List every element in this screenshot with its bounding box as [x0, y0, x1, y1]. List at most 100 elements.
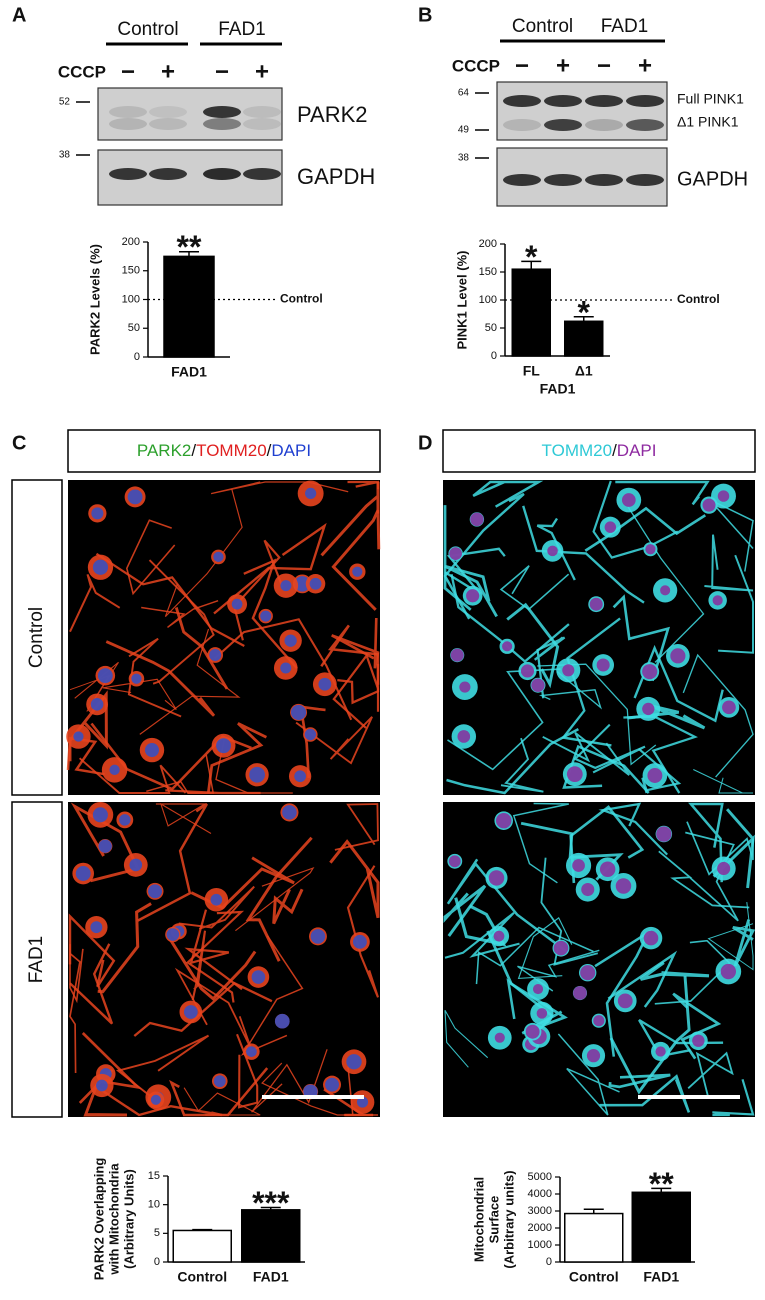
nucleus	[459, 681, 471, 693]
row-label-box	[11, 801, 63, 1118]
neurite	[165, 789, 261, 795]
nucleus	[92, 807, 108, 823]
nucleus	[210, 893, 223, 906]
band	[149, 168, 187, 180]
neurite	[243, 558, 298, 669]
nucleus	[547, 545, 558, 557]
nucleus	[280, 662, 292, 674]
nucleus	[488, 870, 505, 886]
panel-letter: B	[418, 4, 432, 26]
neurite	[688, 802, 724, 883]
neurite	[245, 836, 313, 962]
neurite	[607, 950, 678, 1008]
y-tick-label: 200	[479, 238, 497, 250]
nucleus	[280, 580, 292, 592]
neurite	[444, 564, 498, 618]
group-label: Control	[117, 19, 178, 40]
x-axis-label: FAD1	[540, 381, 576, 397]
y-tick-label: 150	[122, 265, 140, 277]
nucleus	[670, 648, 686, 664]
micrograph-header	[442, 429, 756, 473]
nucleus	[494, 1032, 505, 1043]
neurite	[83, 1082, 128, 1117]
neurite	[95, 552, 245, 647]
panel-letter: D	[418, 432, 432, 454]
neurite	[685, 831, 739, 922]
nucleus	[318, 677, 332, 691]
header-part: /	[267, 441, 272, 460]
bar	[564, 320, 604, 357]
micrograph-header	[67, 429, 381, 473]
band	[585, 119, 623, 131]
treatment: −	[515, 52, 529, 79]
x-tick-label: FL	[523, 363, 541, 379]
nucleus	[593, 1015, 605, 1027]
y-tick-label: 3000	[528, 1205, 552, 1217]
neurite	[562, 744, 650, 794]
y-tick-label: 50	[485, 322, 497, 334]
row-label-box	[11, 479, 63, 796]
y-tick-label: 0	[154, 1256, 160, 1268]
nucleus	[127, 489, 143, 505]
y-tick-label: 100	[122, 293, 140, 305]
neurite	[146, 754, 215, 794]
neurite	[213, 522, 327, 615]
y-tick-label: 200	[122, 236, 140, 248]
neurite	[475, 926, 594, 985]
header-part: /	[612, 441, 617, 460]
nucleus	[325, 1077, 339, 1092]
nucleus	[596, 658, 610, 672]
neurite	[592, 480, 679, 559]
header-text: PARK2/TOMM20/DAPI	[137, 441, 311, 460]
neurite	[443, 492, 525, 620]
row-label: Control	[26, 607, 47, 668]
x-tick-label: FAD1	[253, 1269, 289, 1285]
nucleus	[274, 1013, 290, 1029]
y-tick-label: 4000	[528, 1188, 552, 1200]
neurite	[320, 482, 380, 557]
neurite	[540, 857, 599, 966]
neurite	[69, 952, 81, 1074]
band-label: GAPDH	[677, 168, 748, 190]
marker-size: 52	[59, 97, 71, 108]
y-axis-label: (Arbitrary Units)	[121, 1169, 136, 1269]
neurite	[639, 961, 710, 981]
neurite	[347, 480, 380, 490]
nucleus	[90, 698, 104, 711]
band	[109, 168, 147, 180]
nucleus	[97, 668, 113, 684]
nucleus	[148, 884, 163, 899]
band	[203, 168, 241, 180]
y-axis-label: (Arbitrary units)	[501, 1170, 516, 1268]
nucleus	[572, 859, 585, 872]
nucleus	[495, 812, 512, 829]
neurite	[295, 716, 373, 765]
nucleus	[470, 512, 484, 527]
band	[243, 106, 281, 118]
nucleus	[216, 738, 231, 754]
neurite	[446, 727, 580, 795]
band	[626, 95, 664, 107]
neurite	[506, 602, 560, 689]
nucleus	[131, 673, 142, 684]
significance: **	[649, 1166, 674, 1202]
y-axis-label: PARK2 Levels (%)	[87, 244, 102, 355]
neurite	[443, 884, 487, 937]
neurite	[609, 975, 691, 1095]
band	[503, 119, 541, 131]
bar	[241, 1209, 301, 1263]
neurite	[235, 867, 315, 932]
nucleus	[356, 1096, 369, 1108]
band	[203, 118, 241, 130]
y-tick-label: 5000	[528, 1171, 552, 1183]
neurite	[522, 505, 645, 604]
neurite	[141, 600, 219, 628]
nucleus	[213, 551, 224, 563]
y-tick-label: 50	[128, 322, 140, 334]
panel-letter: A	[12, 4, 26, 26]
neurite	[329, 839, 380, 919]
y-tick-label: 0	[134, 351, 140, 363]
band	[626, 174, 664, 186]
nucleus	[645, 544, 656, 555]
y-tick-label: 0	[491, 350, 497, 362]
